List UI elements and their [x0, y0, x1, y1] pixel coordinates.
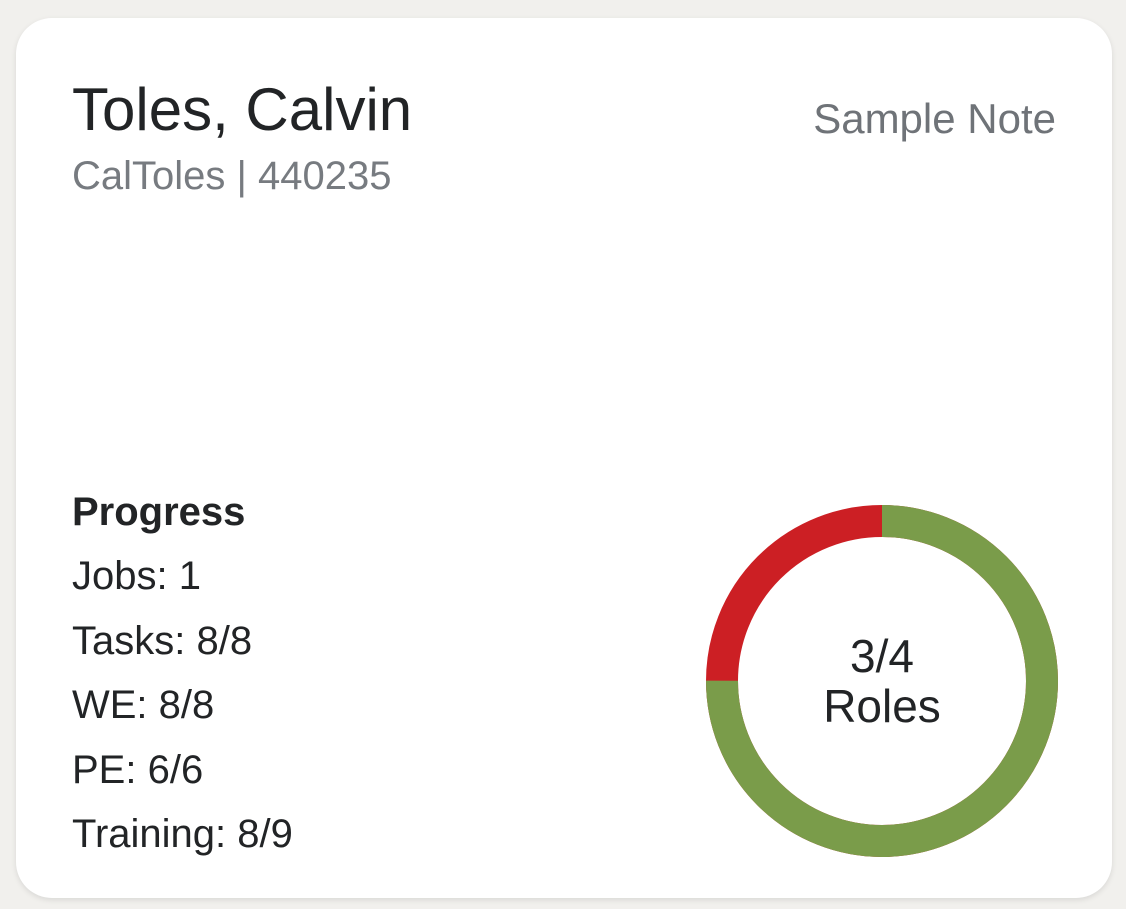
sample-note: Sample Note — [813, 95, 1056, 142]
progress-section: Progress Jobs: 1 Tasks: 8/8 WE: 8/8 PE: … — [72, 480, 293, 867]
roles-complete-arc — [706, 505, 1058, 857]
roles-fraction: 3/4 — [850, 630, 914, 682]
progress-tasks: Tasks: 8/8 — [72, 618, 253, 663]
progress-title: Progress — [72, 490, 246, 534]
progress-pe: PE: 6/6 — [72, 747, 204, 792]
progress-we: WE: 8/8 — [72, 683, 215, 727]
employee-name: Toles, Calvin — [72, 76, 413, 143]
roles-label: Roles — [823, 680, 941, 732]
employee-id-line: CalToles | 440235 — [72, 154, 392, 198]
roles-donut-chart — [706, 505, 1058, 857]
progress-jobs: Jobs: 1 — [72, 554, 201, 598]
employee-card[interactable]: Toles, Calvin CalToles | 440235 Sample N… — [16, 18, 1112, 898]
progress-training: Training: 8/9 — [72, 812, 293, 856]
roles-donut-label: 3/4 Roles — [706, 505, 1058, 857]
